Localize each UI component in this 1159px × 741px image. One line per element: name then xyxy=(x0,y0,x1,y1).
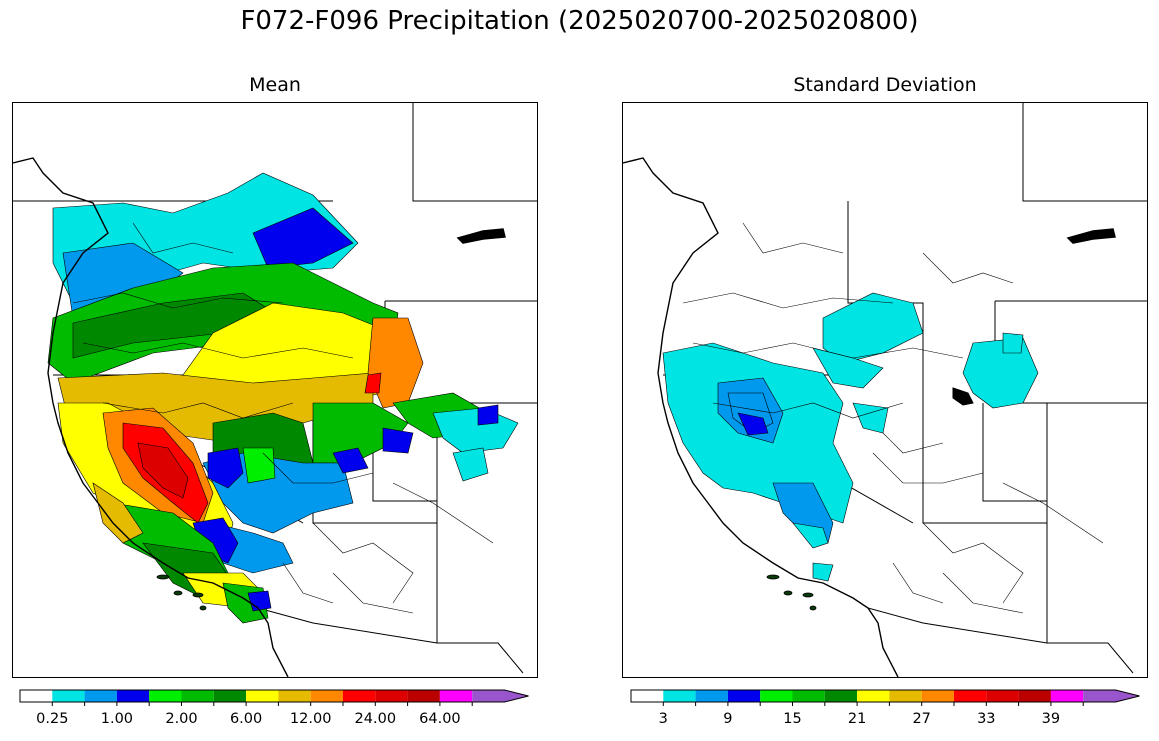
colorbar-mean xyxy=(19,689,530,706)
colorbar-segment xyxy=(181,690,214,702)
colorbar-outline xyxy=(19,689,529,703)
colorbar-segment xyxy=(889,690,922,702)
colorbar-segment xyxy=(631,690,664,702)
std-lake xyxy=(1066,228,1116,244)
map-std[interactable] xyxy=(622,102,1148,678)
std-coastline xyxy=(623,157,899,677)
colorbar-segment xyxy=(472,690,529,702)
colorbar-segment xyxy=(921,690,954,702)
colorbar-segment xyxy=(727,690,761,702)
colorbar-segment xyxy=(246,690,279,702)
colorbar-tick-label: 3 xyxy=(658,711,668,727)
colorbar-segment xyxy=(52,690,85,702)
mean-basin-lines xyxy=(72,222,494,614)
colorbar-segment xyxy=(213,690,247,702)
map-mean[interactable] xyxy=(12,102,538,678)
colorbar-segment xyxy=(84,690,117,702)
colorbar-tick-label: 24.00 xyxy=(354,711,397,727)
colorbar-segment xyxy=(857,690,890,702)
std-islands xyxy=(766,574,817,611)
colorbar-segment xyxy=(20,690,53,702)
colorbar-segment xyxy=(824,690,858,702)
mean-coastline xyxy=(13,157,289,677)
colorbar-std-graphic xyxy=(630,689,1140,706)
std-salt-lake xyxy=(952,387,974,406)
colorbar-tick-label: 21 xyxy=(847,711,867,727)
colorbar-segment xyxy=(343,690,376,702)
colorbar-tick-label: 64.00 xyxy=(419,711,461,727)
panel-title-mean: Mean xyxy=(249,74,301,96)
figure-title: F072-F096 Precipitation (2025020700-2025… xyxy=(240,6,919,36)
map-mean-graphic xyxy=(13,103,537,677)
mean-lake xyxy=(456,228,506,244)
colorbar-mean-graphic xyxy=(19,689,529,706)
map-std-graphic xyxy=(623,103,1147,677)
colorbar-segment xyxy=(663,690,696,702)
colorbar-tick-label: 12.00 xyxy=(289,711,332,727)
colorbar-segment xyxy=(986,690,1019,702)
colorbar-tick-label: 15 xyxy=(783,711,802,727)
panel-title-std: Standard Deviation xyxy=(793,74,977,96)
colorbar-tick-label: 2.00 xyxy=(165,711,198,727)
colorbar-tick-label: 27 xyxy=(912,711,931,727)
mean-precip-regions xyxy=(47,172,519,624)
colorbar-segment xyxy=(1018,690,1051,702)
colorbar-tick-label: 1.00 xyxy=(100,711,134,727)
colorbar-segment xyxy=(439,690,473,702)
colorbar-segment xyxy=(1050,690,1084,702)
colorbar-tick-label: 39 xyxy=(1041,711,1061,727)
colorbar-segment xyxy=(149,690,182,702)
colorbar-segment xyxy=(278,690,311,702)
colorbar-segment xyxy=(375,690,408,702)
colorbar-segment xyxy=(407,690,440,702)
std-regions xyxy=(662,292,1039,582)
colorbar-segment xyxy=(1083,690,1140,702)
colorbar-std xyxy=(630,689,1141,706)
colorbar-segment xyxy=(310,690,343,702)
colorbar-tick-label: 9 xyxy=(723,711,733,727)
colorbar-segment xyxy=(695,690,728,702)
colorbar-tick-label: 6.00 xyxy=(229,711,263,727)
colorbar-tick-label: 0.25 xyxy=(36,711,69,727)
std-basin-lines xyxy=(682,222,1104,614)
colorbar-segment xyxy=(792,690,825,702)
colorbar-segment xyxy=(760,690,793,702)
colorbar-tick-label: 33 xyxy=(977,711,996,727)
colorbar-segment xyxy=(116,690,150,702)
colorbar-segment xyxy=(954,690,987,702)
mean-islands xyxy=(156,574,207,611)
colorbar-outline xyxy=(630,689,1140,703)
